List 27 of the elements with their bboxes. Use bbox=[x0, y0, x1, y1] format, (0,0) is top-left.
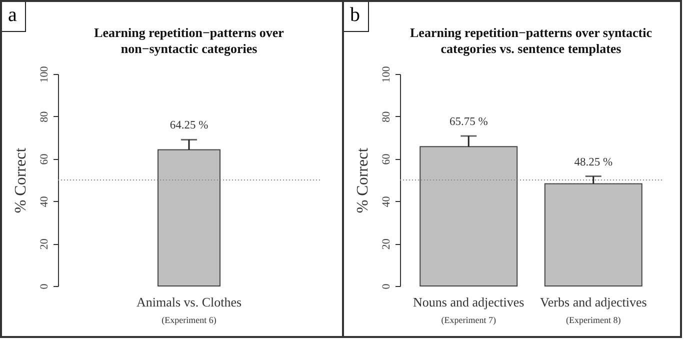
y-tick-label: 0 bbox=[38, 283, 50, 290]
data-label: 65.75 % bbox=[449, 116, 488, 128]
text: (Experiment 8) bbox=[566, 315, 621, 325]
y-tick-label: 40 bbox=[380, 196, 392, 208]
y-axis-title: % Correct bbox=[12, 147, 30, 214]
chart-title: Learning repetition−patterns over non−syntactic categories bbox=[94, 24, 284, 56]
y-tick-label: 20 bbox=[38, 238, 50, 250]
text: a bbox=[2, 2, 26, 32]
text: b bbox=[344, 2, 369, 32]
data-label: 48.25 % bbox=[574, 156, 613, 168]
x-tick-label: Animals vs. Clothes bbox=[136, 294, 242, 310]
y-tick-label: 40 bbox=[38, 196, 50, 208]
y-tick-label: 100 bbox=[380, 66, 392, 83]
y-tick-label: 60 bbox=[380, 153, 392, 165]
text: (Experiment 6) bbox=[162, 315, 216, 325]
y-tick-label: 0 bbox=[380, 283, 392, 290]
y-tick-label: 80 bbox=[380, 110, 392, 122]
data-label: 64.25 % bbox=[170, 120, 209, 132]
y-axis-title: % Correct bbox=[354, 147, 372, 214]
y-tick-label: 80 bbox=[38, 110, 50, 122]
chart-title: Learning repetition−patterns over syntactic categories vs. sentence templates bbox=[410, 24, 652, 56]
x-tick-label: Verbs and adjectives bbox=[540, 294, 647, 310]
y-tick-label: 20 bbox=[380, 238, 392, 250]
y-tick-label: 100 bbox=[38, 66, 50, 83]
x-tick-label: Nouns and adjectives bbox=[413, 294, 524, 310]
text: (Experiment 7) bbox=[441, 315, 496, 325]
y-tick-label: 60 bbox=[38, 153, 50, 165]
